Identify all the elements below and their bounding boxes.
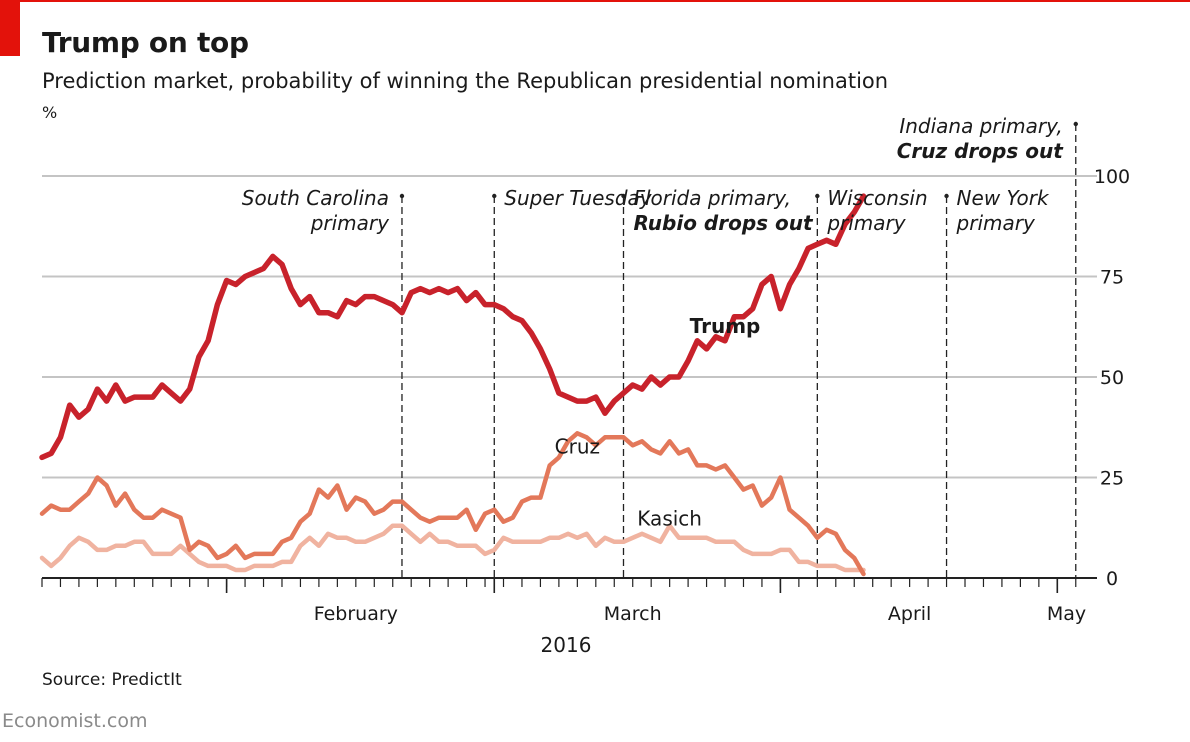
- source-note: Source: PredictIt: [42, 670, 182, 690]
- event-dot-3: [815, 193, 820, 199]
- gridlines: [42, 175, 1097, 479]
- event-label: Cruz drops out: [897, 139, 1064, 163]
- series-label-trump: Trump: [690, 314, 761, 338]
- brand-tag: [0, 0, 20, 56]
- brand-footer: Economist.com: [2, 710, 148, 732]
- event-label: primary: [956, 211, 1036, 235]
- event-label: Florida primary,: [633, 186, 790, 210]
- event-label: Indiana primary,: [899, 114, 1062, 138]
- chart-title: Trump on top: [42, 26, 249, 59]
- event-dot-5: [1073, 121, 1078, 127]
- top-rule: [0, 0, 1190, 2]
- event-label: primary: [310, 211, 390, 235]
- event-dot-0: [399, 193, 405, 199]
- x-tick-label: March: [604, 603, 662, 625]
- series-line-trump: [39, 193, 867, 461]
- series-label-kasich: Kasich: [637, 507, 702, 531]
- y-tick-label: 25: [1100, 468, 1124, 490]
- y-tick-label: 100: [1094, 166, 1130, 188]
- y-tick-label: 0: [1106, 568, 1118, 590]
- event-label: Rubio drops out: [633, 211, 814, 235]
- x-tick-label: May: [1047, 603, 1086, 625]
- y-tick-label: 50: [1100, 367, 1124, 389]
- event-dot-2: [621, 193, 626, 199]
- x-axis-title: 2016: [541, 633, 592, 657]
- chart-subtitle: Prediction market, probability of winnin…: [42, 69, 889, 93]
- event-label: Super Tuesday: [504, 186, 653, 210]
- event-dot-4: [944, 193, 949, 199]
- series-line-cruz: [39, 431, 866, 577]
- series-line-kasich: [39, 523, 866, 573]
- event-label: primary: [826, 211, 906, 235]
- event-label: New York: [957, 186, 1050, 210]
- series-lines: [39, 193, 867, 577]
- event-dot-1: [492, 193, 497, 199]
- event-label: South Carolina: [242, 186, 389, 210]
- event-label: Wisconsin: [827, 186, 927, 210]
- y-unit-label: %: [42, 103, 58, 122]
- series-label-cruz: Cruz: [555, 434, 600, 458]
- x-tick-label: February: [314, 603, 398, 625]
- x-tick-label: April: [888, 603, 931, 625]
- y-tick-label: 75: [1100, 267, 1124, 289]
- event-markers: [399, 121, 1078, 578]
- x-axis: [41, 577, 1097, 593]
